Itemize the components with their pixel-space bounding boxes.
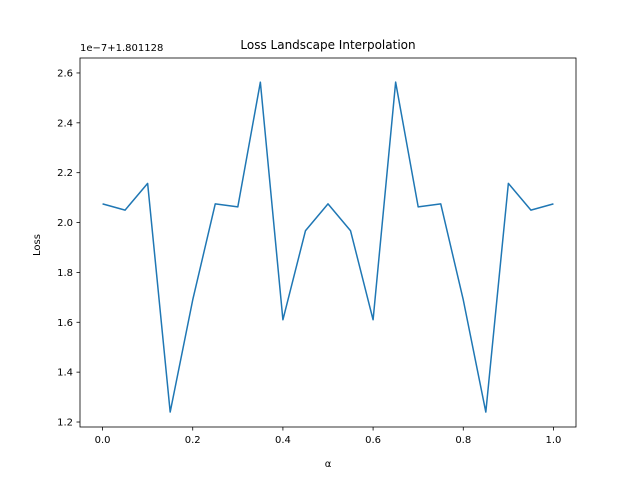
y-tick-label: 2.6 bbox=[57, 68, 73, 79]
y-tick-label: 2.4 bbox=[57, 118, 73, 129]
y-tick-label: 2.0 bbox=[57, 218, 73, 229]
x-tick-label: 0.8 bbox=[455, 435, 471, 446]
x-tick-label: 0.2 bbox=[185, 435, 201, 446]
x-tick-label: 0.4 bbox=[275, 435, 291, 446]
y-tick-label: 1.4 bbox=[57, 368, 73, 379]
x-axis-label: α bbox=[325, 459, 332, 470]
x-tick-label: 0.6 bbox=[365, 435, 381, 446]
y-tick-label: 1.2 bbox=[57, 418, 73, 429]
x-tick-label: 1.0 bbox=[546, 435, 562, 446]
y-tick-label: 1.6 bbox=[57, 318, 73, 329]
x-tick-label: 0.0 bbox=[95, 435, 111, 446]
plot-area: 0.0 0.2 0.4 0.6 0.8 1.0 1.2 1.4 1.6 1.8 2.0 2.2 2.4 2… bbox=[57, 57, 577, 446]
y-tick-label: 1.8 bbox=[57, 268, 73, 279]
y-offset-text: 1e−7+1.801128 bbox=[80, 43, 163, 54]
y-axis-label: Loss bbox=[32, 234, 43, 256]
chart-title: Loss Landscape Interpolation bbox=[240, 38, 415, 52]
series-line bbox=[102, 81, 554, 413]
y-tick-label: 2.2 bbox=[57, 168, 73, 179]
axes-frame bbox=[79, 57, 577, 428]
